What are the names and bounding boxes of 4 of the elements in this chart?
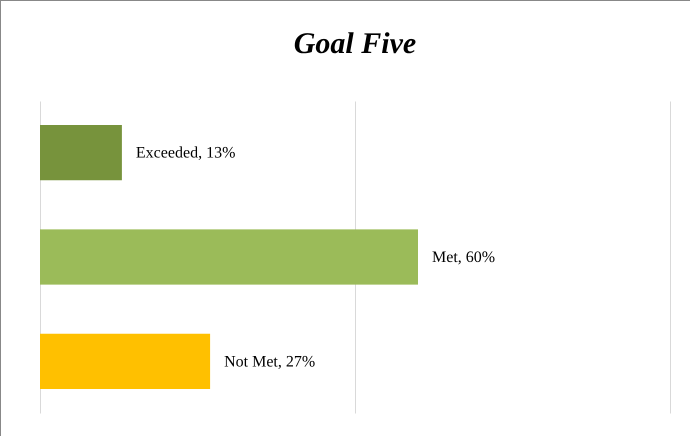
data-label: Not Met, 27% [224,353,316,370]
chart-title: Goal Five [294,27,416,60]
data-label: Exceeded, 13% [136,144,236,162]
data-label: Met, 60% [432,249,496,266]
